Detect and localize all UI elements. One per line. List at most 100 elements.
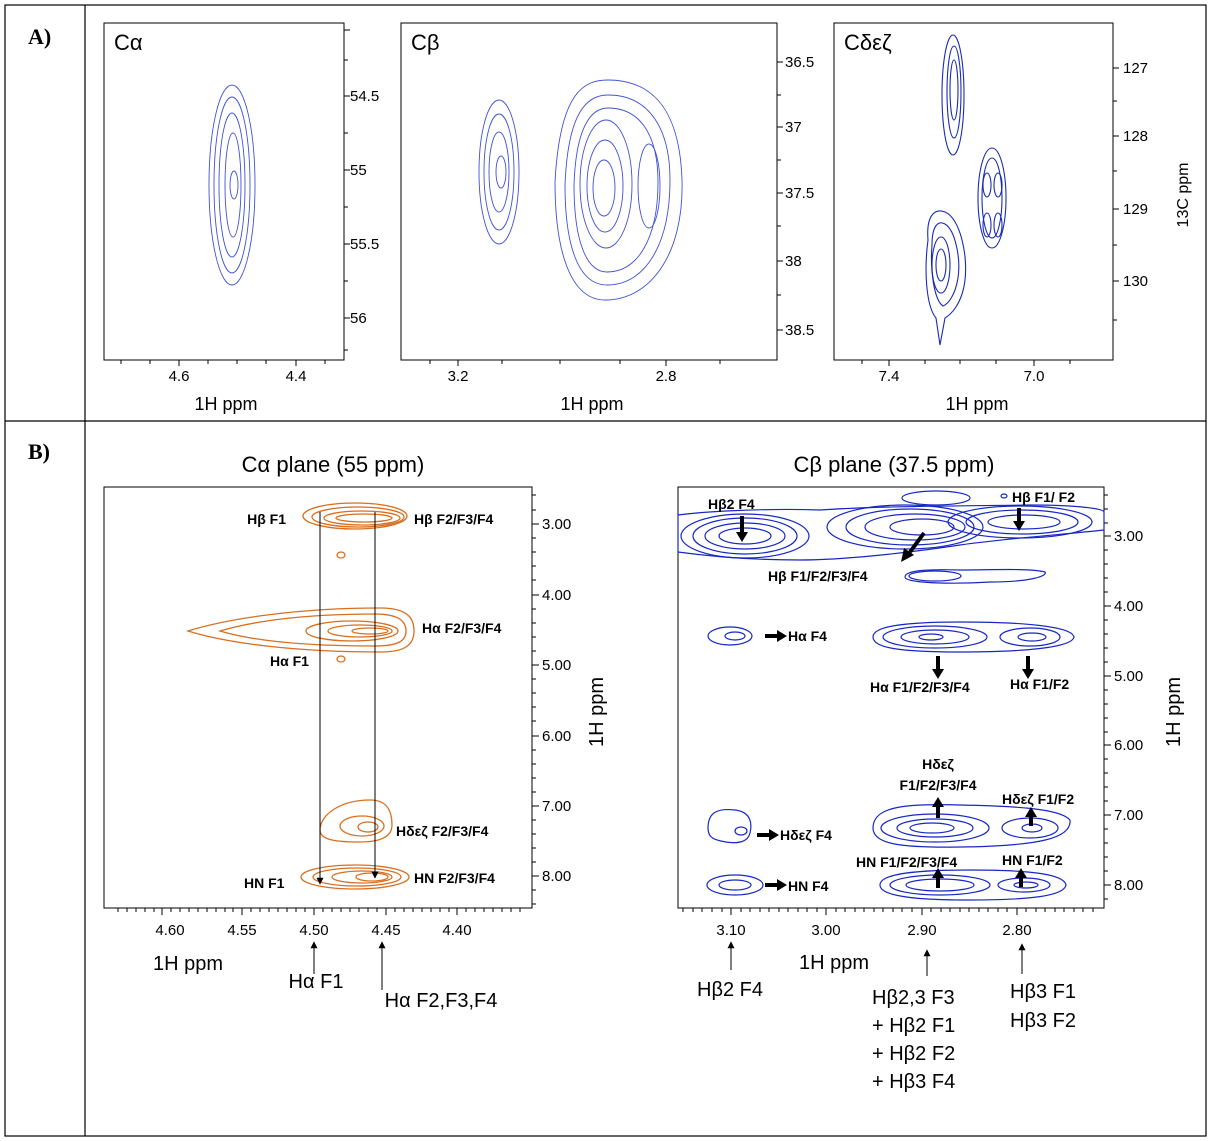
cb-plane-contours xyxy=(677,490,1105,901)
ca-y-tick: 6.00 xyxy=(542,728,571,745)
ca-y-tick: 4.00 xyxy=(542,587,571,604)
cbeta-x-tick: 2.8 xyxy=(656,368,677,385)
cb-ann: Hδεζ F4 xyxy=(780,827,832,843)
panel-a-letter: A) xyxy=(28,24,51,49)
cbeta-contours xyxy=(478,79,683,301)
ca-ann: Hβ F2/F3/F4 xyxy=(414,511,494,527)
cbeta-title: Cβ xyxy=(411,30,440,55)
cdez-y-tick: 130 xyxy=(1123,273,1148,290)
calpha-y-tick: 54.5 xyxy=(350,88,379,105)
ca-x-tick: 4.40 xyxy=(442,922,471,939)
ca-y-label: 1H ppm xyxy=(586,677,608,747)
ca-ann: HN F1 xyxy=(244,875,285,891)
cb-y-label: 1H ppm xyxy=(1163,677,1185,747)
cb-ann: Hβ F1/F2/F3/F4 xyxy=(768,568,868,584)
cdez-contours xyxy=(925,34,1007,346)
cb-thick-arrows xyxy=(736,508,1037,891)
figure-grid xyxy=(4,4,1207,1137)
panel-a-calpha: Cα 54.5 55 55.5 56 4.6 4.4 1H ppm xyxy=(103,22,379,414)
cb-y-tick: 8.00 xyxy=(1114,877,1143,894)
cdez-x-label: 1H ppm xyxy=(945,394,1008,414)
ca-x-tick: 4.45 xyxy=(371,922,400,939)
cbeta-y-tick: 37 xyxy=(785,119,802,136)
ca-plane-title: Cα plane (55 ppm) xyxy=(242,452,425,477)
cb-bottom-marker: Hβ3 F1 xyxy=(1010,981,1076,1003)
cb-y-tick: 3.00 xyxy=(1114,528,1143,545)
cb-x-tick: 3.10 xyxy=(716,922,745,939)
ca-bottom-marker: Hα F1 xyxy=(289,971,344,993)
cb-x-tick: 2.80 xyxy=(1002,922,1031,939)
cbeta-y-tick: 36.5 xyxy=(785,54,814,71)
cdez-y-tick: 127 xyxy=(1123,60,1148,77)
cb-x-label: 1H ppm xyxy=(799,952,869,974)
ca-y-tick: 8.00 xyxy=(542,868,571,885)
cb-bottom-marker: + Hβ2 F1 xyxy=(872,1015,955,1037)
panel-a-cbeta: Cβ 36.5 37 37.5 38 3 xyxy=(400,22,814,414)
cb-bottom-marker: + Hβ3 F4 xyxy=(872,1071,955,1093)
ca-y-tick: 3.00 xyxy=(542,516,571,533)
cb-ann: Hα F1/F2/F3/F4 xyxy=(870,679,970,695)
cb-plane-title: Cβ plane (37.5 ppm) xyxy=(794,452,995,477)
ca-right-ticks xyxy=(532,494,539,905)
cb-x-tick: 2.90 xyxy=(907,922,936,939)
cb-ann: HN F1/F2 xyxy=(1002,852,1063,868)
ca-bottom-marker: Hα F2,F3,F4 xyxy=(385,990,498,1012)
cdez-x-tick: 7.0 xyxy=(1024,368,1045,385)
cb-ann: Hα F4 xyxy=(788,628,827,644)
cb-ann: Hδεζ xyxy=(922,756,954,772)
cb-bottom-marker: Hβ2,3 F3 xyxy=(872,987,955,1009)
panel-b-calpha-plane: Cα plane (55 ppm) xyxy=(103,452,608,1012)
cb-x-tick: 3.00 xyxy=(811,922,840,939)
panel-a-cdez: Cδεζ 127 128 129 xyxy=(833,22,1192,414)
cb-right-ticks xyxy=(1104,494,1111,900)
ca-plane-contours xyxy=(185,502,415,890)
calpha-x-label: 1H ppm xyxy=(194,394,257,414)
cdez-y-tick: 128 xyxy=(1123,128,1148,145)
cb-ann: HN F1/F2/F3/F4 xyxy=(856,854,957,870)
cb-y-tick: 4.00 xyxy=(1114,598,1143,615)
ca-ann: Hβ F1 xyxy=(247,511,286,527)
ca-ann: Hδεζ F2/F3/F4 xyxy=(396,823,489,839)
cb-ann: Hβ2 F4 xyxy=(708,496,755,512)
cbeta-x-tick: 3.2 xyxy=(448,368,469,385)
cb-ann: Hβ F1/ F2 xyxy=(1012,489,1075,505)
cbeta-y-tick: 37.5 xyxy=(785,185,814,202)
cb-ann: F1/F2/F3/F4 xyxy=(899,777,976,793)
panel-b-letter: B) xyxy=(28,439,50,464)
panel-b-cbeta-plane: Cβ plane (37.5 ppm) xyxy=(677,452,1185,1093)
ca-x-tick: 4.55 xyxy=(227,922,256,939)
cbeta-y-tick: 38.5 xyxy=(785,322,814,339)
cb-bottom-ticks xyxy=(682,908,1094,915)
calpha-y-tick: 56 xyxy=(350,310,367,327)
ca-ann: HN F2/F3/F4 xyxy=(414,870,495,886)
ca-ann: Hα F2/F3/F4 xyxy=(422,620,502,636)
cb-bottom-marker: Hβ2 F4 xyxy=(697,979,763,1001)
ca-x-label: 1H ppm xyxy=(153,953,223,975)
cb-bottom-marker: Hβ3 F2 xyxy=(1010,1010,1076,1032)
cb-y-tick: 6.00 xyxy=(1114,737,1143,754)
ca-bottom-ticks xyxy=(117,908,521,915)
calpha-x-tick: 4.4 xyxy=(286,368,307,385)
cb-ann: Hα F1/F2 xyxy=(1010,676,1069,692)
cb-bottom-marker: + Hβ2 F2 xyxy=(872,1043,955,1065)
cdez-y-tick: 129 xyxy=(1123,201,1148,218)
cbeta-x-label: 1H ppm xyxy=(560,394,623,414)
calpha-title: Cα xyxy=(114,30,143,55)
ca-x-tick: 4.60 xyxy=(155,922,184,939)
cb-ann: Hδεζ F1/F2 xyxy=(1002,791,1074,807)
cb-ann: HN F4 xyxy=(788,878,829,894)
calpha-y-tick: 55.5 xyxy=(350,236,379,253)
cdez-title: Cδεζ xyxy=(844,30,892,55)
cb-y-tick: 7.00 xyxy=(1114,807,1143,824)
calpha-y-tick: 55 xyxy=(350,162,367,179)
panel-a-13c-label: 13C ppm xyxy=(1175,163,1192,228)
cdez-x-tick: 7.4 xyxy=(879,368,900,385)
ca-x-tick: 4.50 xyxy=(299,922,328,939)
calpha-contours xyxy=(208,84,256,286)
ca-ann: Hα F1 xyxy=(270,653,309,669)
ca-y-tick: 7.00 xyxy=(542,798,571,815)
calpha-x-tick: 4.6 xyxy=(169,368,190,385)
cb-y-tick: 5.00 xyxy=(1114,668,1143,685)
ca-y-tick: 5.00 xyxy=(542,657,571,674)
